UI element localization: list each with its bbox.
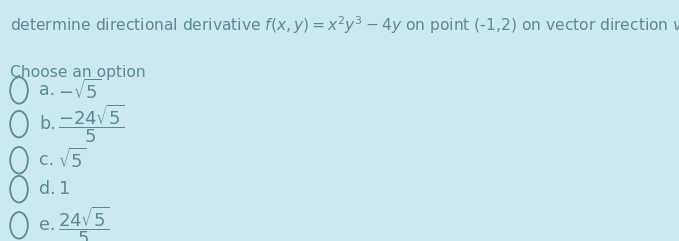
Text: $\sqrt{5}$: $\sqrt{5}$: [58, 148, 86, 172]
Text: Choose an option: Choose an option: [10, 65, 146, 80]
Text: determine directional derivative $f(x, y) = x^2y^3 - 4y$ on point (-1,2) on vect: determine directional derivative $f(x, y…: [10, 14, 679, 36]
Text: $-\sqrt{5}$: $-\sqrt{5}$: [58, 78, 101, 102]
Text: a.: a.: [39, 81, 56, 99]
Text: e.: e.: [39, 216, 56, 234]
Text: $\dfrac{24\sqrt{5}}{5}$: $\dfrac{24\sqrt{5}}{5}$: [58, 204, 109, 241]
Text: d.: d.: [39, 180, 56, 198]
Text: $\dfrac{-24\sqrt{5}}{5}$: $\dfrac{-24\sqrt{5}}{5}$: [58, 103, 124, 146]
Text: $1$: $1$: [58, 180, 69, 198]
Text: b.: b.: [39, 115, 56, 133]
Text: c.: c.: [39, 151, 54, 169]
